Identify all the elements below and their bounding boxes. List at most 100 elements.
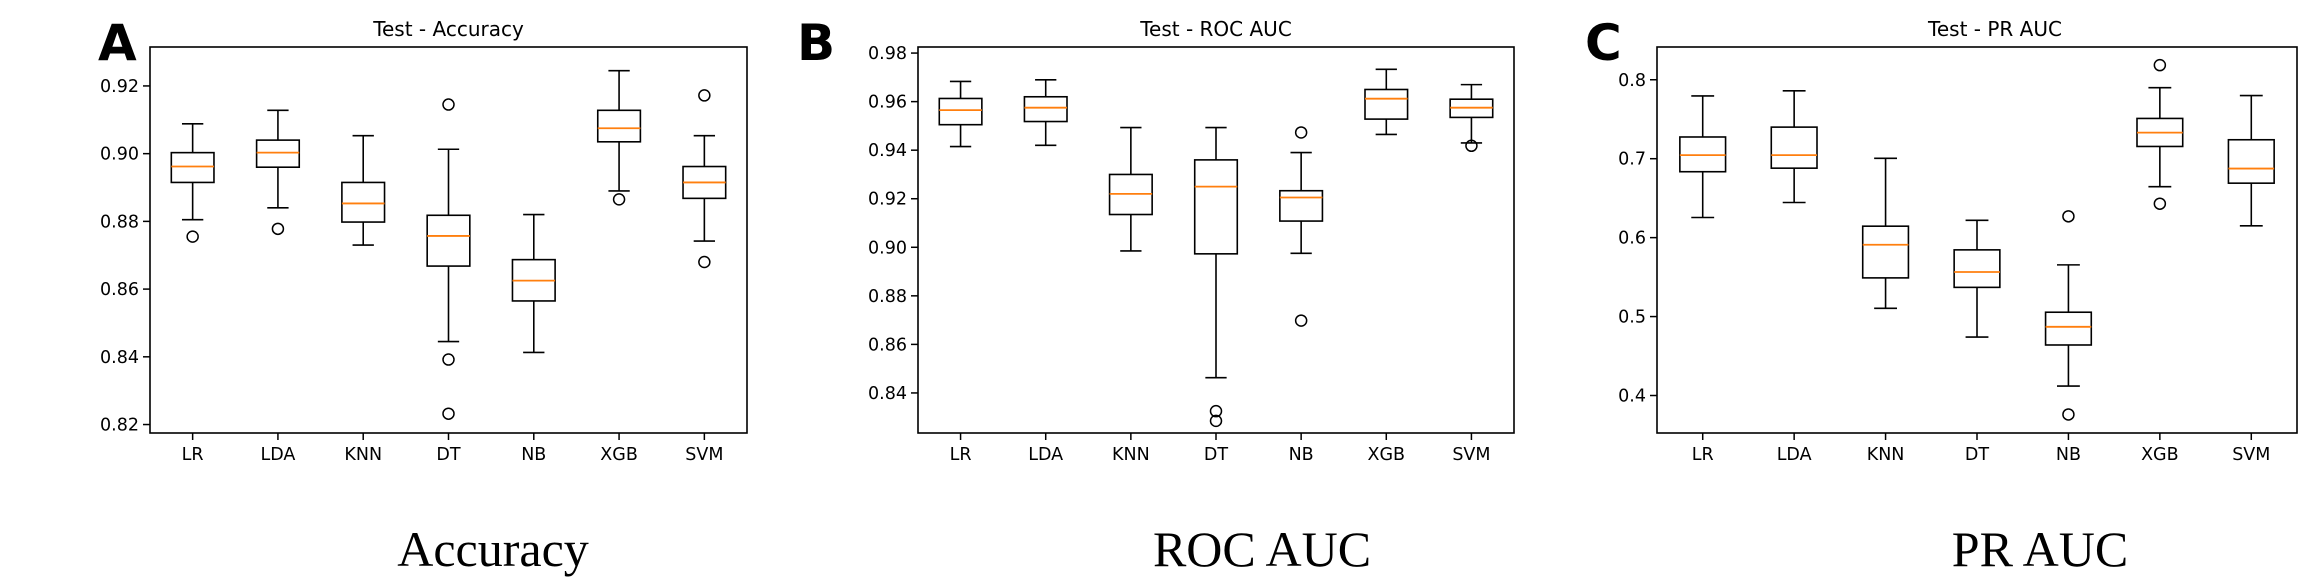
y-tick-label: 0.94	[868, 141, 907, 161]
plot-area: 0.84 0.86 0.88 0.90 0.92 0.94 0.96 0.98 LR LDA KNN…	[868, 44, 1515, 465]
box-lr	[938, 80, 983, 148]
iqr-box	[1861, 225, 1910, 279]
outlier-point	[698, 89, 711, 102]
plot-area: 0.4 0.5 0.6 0.7 0.8 LR LDA KNN DT NB XGB SVM	[1618, 46, 2298, 465]
caption: Accuracy	[397, 521, 589, 577]
iqr-box	[1023, 95, 1068, 123]
box-lda	[255, 109, 301, 236]
plot-title: Test - Accuracy	[372, 17, 524, 41]
iqr-box	[1770, 126, 1818, 169]
box-lr	[1679, 95, 1727, 219]
x-tick-label: LDA	[1777, 445, 1812, 465]
box-lr	[170, 123, 215, 243]
box-knn	[1861, 157, 1910, 310]
plot-title: Test - PR AUC	[1927, 17, 2062, 41]
x-tick-label: DT	[436, 445, 460, 465]
x-tick-label: LDA	[1028, 445, 1063, 465]
box-dt	[1953, 219, 2001, 338]
x-tick-label: XGB	[1368, 445, 1406, 465]
y-tick-label: 0.88	[868, 287, 907, 307]
plot-area: 0.82 0.84 0.86 0.88 0.90 0.92 LR LDA KNN DT NB XGB S…	[100, 46, 748, 465]
box-xgb	[1364, 68, 1409, 136]
box-nb	[2044, 210, 2093, 421]
x-tick-label: DT	[1204, 445, 1228, 465]
panel-pr-auc: C Test - PR AUC PR AUC 0.4 0.5 0.6 0.7 0.8 LR…	[1585, 14, 2298, 577]
y-tick-label: 0.6	[1618, 229, 1646, 249]
axes-frame	[917, 46, 1515, 434]
outlier-point	[2153, 197, 2167, 210]
y-tick-label: 0.86	[100, 280, 139, 300]
iqr-box	[2227, 138, 2275, 184]
iqr-box	[255, 139, 301, 169]
iqr-box	[596, 109, 642, 143]
caption: PR AUC	[1952, 521, 2128, 577]
x-tick-label: SVM	[685, 445, 723, 465]
y-tick-label: 0.96	[868, 93, 907, 113]
iqr-box	[1279, 189, 1324, 222]
box-svm	[1449, 83, 1494, 153]
axes-frame	[1656, 46, 2298, 434]
box-nb	[1279, 126, 1324, 327]
box-dt	[426, 98, 471, 420]
y-tick-label: 0.82	[100, 416, 139, 436]
outlier-point	[698, 255, 711, 269]
iqr-box	[1953, 249, 2001, 289]
box-xgb	[596, 69, 642, 206]
box-lda	[1023, 78, 1068, 147]
box-nb	[511, 213, 556, 354]
panel-roc-auc: B Test - ROC AUC ROC AUC 0.84 0.86 0.88 0.9…	[797, 14, 1515, 577]
outlier-point	[442, 407, 455, 420]
x-tick-label: XGB	[600, 445, 638, 465]
box-dt	[1193, 126, 1239, 428]
y-tick-label: 0.92	[868, 190, 907, 210]
y-tick-label: 0.90	[100, 145, 139, 165]
outlier-point	[1209, 404, 1223, 418]
x-tick-label: XGB	[2141, 445, 2179, 465]
panel-label: C	[1585, 14, 1622, 72]
box-svm	[682, 89, 727, 269]
x-tick-label: NB	[2056, 445, 2081, 465]
y-tick-label: 0.90	[868, 238, 907, 258]
outlier-point	[1294, 314, 1308, 327]
y-tick-label: 0.88	[100, 212, 139, 232]
iqr-box	[938, 97, 983, 126]
y-tick-label: 0.86	[868, 335, 907, 355]
iqr-box	[2044, 311, 2093, 346]
outlier-point	[271, 222, 285, 236]
outlier-point	[1294, 126, 1308, 139]
y-tick-label: 0.7	[1618, 150, 1646, 170]
x-tick-label: LR	[950, 445, 972, 465]
x-tick-label: KNN	[1112, 445, 1150, 465]
outlier-point	[186, 230, 199, 243]
panel-label: B	[797, 14, 835, 72]
y-tick-label: 0.4	[1618, 387, 1646, 407]
x-tick-label: LR	[1692, 445, 1714, 465]
x-tick-label: SVM	[1452, 445, 1490, 465]
y-tick-label: 0.84	[100, 348, 139, 368]
plot-title: Test - ROC AUC	[1139, 17, 1292, 41]
outlier-point	[442, 353, 455, 366]
iqr-box	[341, 181, 386, 223]
x-tick-label: KNN	[1867, 445, 1905, 465]
y-tick-label: 0.8	[1618, 71, 1646, 91]
x-tick-label: NB	[1289, 445, 1314, 465]
panel-label: A	[98, 14, 137, 72]
outlier-point	[1465, 139, 1478, 153]
y-tick-label: 0.84	[868, 384, 907, 404]
y-tick-label: 0.5	[1618, 308, 1646, 328]
x-tick-label: NB	[521, 445, 546, 465]
y-tick-label: 0.98	[868, 44, 907, 64]
outlier-point	[2062, 210, 2075, 223]
y-tick-label: 0.92	[100, 77, 139, 97]
outlier-point	[442, 98, 455, 111]
x-tick-label: KNN	[344, 445, 382, 465]
box-xgb	[2136, 58, 2184, 210]
outlier-point	[1209, 414, 1223, 428]
box-lda	[1770, 90, 1818, 204]
x-tick-label: DT	[1965, 445, 1989, 465]
x-tick-label: SVM	[2232, 445, 2270, 465]
x-tick-label: LDA	[260, 445, 295, 465]
caption: ROC AUC	[1153, 521, 1371, 577]
outlier-point	[612, 193, 626, 206]
axes-frame	[149, 46, 748, 434]
